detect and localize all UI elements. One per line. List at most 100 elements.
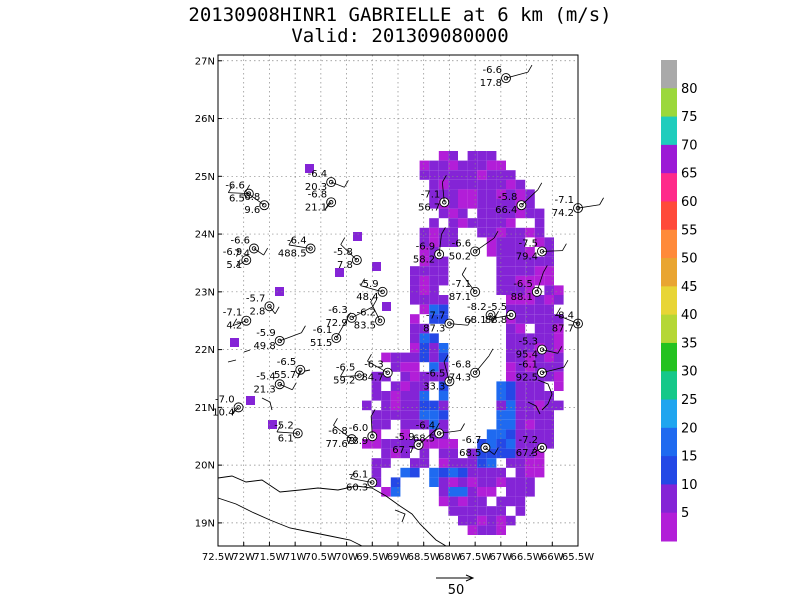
station: -8.2 68.1: [464, 302, 497, 326]
echo-cell: [525, 419, 535, 430]
echo-cell: [515, 419, 526, 430]
echo-cell: [429, 333, 439, 343]
echo-cell: [400, 371, 410, 382]
echo-cell: [429, 371, 439, 382]
echo-cell: [419, 247, 430, 257]
echo-cell: [400, 448, 410, 459]
echo-cell: [390, 400, 401, 411]
echo-cell: [515, 266, 526, 276]
echo-cell: [448, 448, 458, 459]
echo-cell: [410, 266, 420, 276]
echo-cell: [410, 391, 420, 401]
station-value-top: -5.8: [498, 192, 518, 203]
echo-cell: [448, 179, 458, 190]
station-value-top: -7.7: [426, 311, 446, 322]
wind-barb-flag: [291, 382, 297, 390]
echo-cell: [467, 496, 478, 507]
wind-barb: [449, 323, 468, 326]
echo-cell: [534, 400, 545, 411]
wind-barb-flag: [227, 185, 233, 193]
lon-label: 65.5W: [562, 552, 594, 563]
wind-barb-flag: [333, 418, 338, 426]
echo-cell: [362, 400, 372, 411]
echo-cell: [410, 467, 420, 478]
station-value-top: -6.6: [452, 238, 472, 249]
wind-barb-flag: [370, 294, 376, 303]
colorbar-swatch: [661, 342, 677, 372]
echo-cell: [544, 419, 554, 430]
coast-segment: [243, 349, 251, 353]
wind-barb: [443, 361, 450, 382]
echo-cell: [486, 247, 497, 257]
station-value-bottom: 21.1: [305, 202, 327, 213]
echo-cell: [486, 218, 497, 228]
wind-barb: [418, 429, 436, 446]
station-value-top: -5.3: [518, 337, 538, 348]
echo-cell: [515, 314, 526, 324]
wind-barb: [531, 447, 543, 455]
echo-cell: [544, 247, 554, 257]
station-value-top: -7.1: [554, 195, 574, 206]
echo-cell: [506, 285, 516, 295]
colorbar-label: 25: [681, 393, 698, 408]
wind-barb: [541, 250, 563, 252]
echo-cell: [506, 295, 516, 305]
echo-cell: [477, 458, 487, 468]
station-marker-inner: [377, 318, 383, 323]
wind-barb: [333, 424, 352, 440]
station-value-top: -5.9: [395, 432, 415, 443]
echo-cell: [515, 371, 526, 382]
echo-cell: [477, 477, 487, 487]
colorbar-swatch: [661, 484, 677, 514]
echo-cell: [400, 429, 410, 439]
echo-cell: [477, 506, 487, 516]
echo-cell: [429, 256, 439, 267]
echo-cell: [506, 333, 516, 343]
echo-cell: [353, 232, 362, 241]
echo-cell: [400, 352, 410, 363]
station-value-bottom: 88.1: [511, 292, 533, 303]
station-value-top: -6.6: [230, 236, 250, 247]
echo-cell: [419, 410, 430, 420]
station-value-bottom: 50.2: [449, 251, 471, 262]
echo-cell: [371, 371, 382, 382]
station: -6.3 84.7: [361, 354, 393, 384]
echo-cell: [410, 323, 420, 334]
echo-cell: [477, 496, 487, 507]
station: -7.7 87.3: [423, 311, 473, 335]
station-value-top: -7.2: [518, 435, 538, 446]
echo-cell: [534, 458, 545, 468]
station-marker-inner: [472, 370, 478, 375]
echo-cell: [419, 371, 430, 382]
station-value-top: -7.1: [223, 308, 243, 319]
echo-cell: [458, 467, 468, 478]
wind-barb-flag: [346, 312, 351, 320]
echo-cell: [390, 410, 401, 420]
wind-barb: [494, 314, 512, 319]
echo-cell: [534, 266, 545, 276]
station-value-bottom: 87.3: [423, 324, 445, 335]
wind-barb-flag: [340, 369, 345, 377]
echo-cell: [458, 189, 468, 199]
echo-cell: [477, 525, 487, 535]
echo-cell: [525, 362, 535, 372]
lat-label: 20N: [195, 461, 215, 472]
echo-cell: [467, 458, 478, 468]
station-value-bottom: 4.2: [226, 321, 242, 332]
station-value-bottom: 83.5: [354, 321, 376, 332]
station-value-top: -6.7: [462, 435, 482, 446]
echo-cell: [506, 410, 516, 420]
echo-cell: [477, 218, 487, 228]
station-value-top: -7.1: [452, 279, 472, 290]
station-value-top: -6.4: [308, 169, 328, 180]
echo-cell: [438, 487, 449, 497]
echo-cell: [467, 506, 478, 516]
echo-cell: [486, 458, 497, 468]
echo-cell: [381, 400, 391, 411]
station: -6.5 33.3: [423, 354, 455, 392]
station-marker-inner: [262, 202, 267, 208]
station-value-top: -6.0: [349, 423, 369, 434]
echo-cell: [544, 410, 554, 420]
station: -5.7 2.8: [246, 293, 280, 317]
wind-barb-flag: [467, 318, 473, 326]
